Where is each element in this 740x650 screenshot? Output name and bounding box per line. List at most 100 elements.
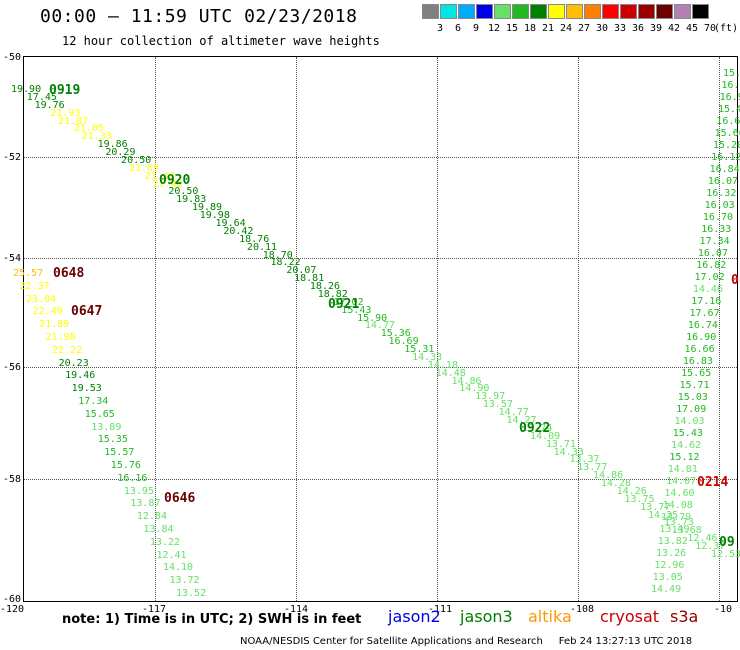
parallel-gridline (24, 479, 737, 480)
page-title: 00:00 – 11:59 UTC 02/23/2018 (40, 6, 358, 27)
footer-credit: NOAA/NESDIS Center for Satellite Applica… (240, 636, 692, 647)
wave-height-value: 14.48 (435, 367, 466, 379)
pass-time-label: 0922 (519, 421, 551, 436)
wave-height-value: 12.46 (687, 533, 718, 545)
wave-height-value: 22.49 (32, 306, 63, 318)
wave-height-value: 20.29 (105, 147, 136, 159)
wave-height-value: 13.87 (130, 498, 161, 510)
longitude-label: -108 (570, 604, 595, 615)
wave-height-value: 13.74 (522, 422, 553, 434)
wave-height-value: 18.82 (317, 288, 348, 300)
legend-label: 30 (595, 23, 609, 34)
legend-label: 18 (523, 23, 537, 34)
wave-height-value: 14.90 (459, 383, 490, 395)
legend-label: 24 (559, 23, 573, 34)
wave-height-value: 14.09 (530, 430, 561, 442)
wave-height-value: 18.76 (239, 233, 270, 245)
wave-height-value: 17.45 (26, 91, 57, 103)
wave-height-value: 16.07 (707, 176, 739, 187)
pass-time-label: 0920 (159, 173, 191, 188)
longitude-label: -117 (142, 604, 167, 615)
legend-swatch (638, 4, 655, 19)
legend-label: 45 (685, 23, 699, 34)
wave-height-value: 19.64 (215, 217, 246, 229)
wave-height-value: 15.76 (110, 460, 141, 471)
wave-height-value: 18.26 (309, 281, 341, 293)
latitude-label: -56 (3, 362, 22, 373)
wave-height-value: 13.72 (169, 575, 200, 587)
wave-height-value: 21.65 (128, 162, 160, 174)
generated-timestamp: Feb 24 13:27:13 UTC 2018 (558, 636, 693, 647)
longitude-label: -10 (714, 604, 733, 615)
wave-height-value: 13.84 (143, 524, 174, 535)
wave-height-value: 15.12 (669, 452, 700, 463)
wave-height-value: 15.90 (357, 312, 388, 324)
wave-height-value: 18.81 (294, 273, 325, 285)
wave-height-value: 21.42 (152, 178, 183, 190)
latitude-label: -50 (3, 52, 22, 63)
wave-height-value: 16.83 (682, 356, 713, 367)
longitude-label: -120 (0, 604, 25, 615)
legend-swatch (422, 4, 439, 19)
wave-height-value: 17.34 (699, 236, 730, 247)
wave-height-value: 13.26 (656, 548, 687, 559)
legend-label: 36 (631, 23, 645, 34)
wave-height-value: 13.37 (569, 454, 600, 466)
wave-height-value: 13.73 (663, 517, 694, 529)
satellite-name: jason3 (460, 607, 513, 626)
legend-swatch (656, 4, 673, 19)
wave-height-value: 16.33 (701, 224, 732, 235)
wave-height-value: 19.90 (11, 84, 42, 95)
legend-label: 6 (454, 23, 462, 34)
wave-height-value: 18.22 (270, 257, 301, 269)
wave-height-value: 16.16 (117, 472, 148, 484)
satellite-name: altika (528, 607, 572, 626)
wave-height-value: 13.68 (671, 525, 702, 537)
wave-height-value: 14.28 (600, 478, 631, 490)
pass-time-label: 0214 (697, 475, 729, 490)
wave-height-value: 21.98 (45, 332, 76, 343)
wave-height-value: 15.71 (679, 380, 710, 391)
wave-height-value: 14.18 (427, 359, 458, 371)
wave-height-value: 14.33 (553, 446, 584, 458)
wave-height-value: 16.90 (686, 332, 717, 343)
color-legend: 3 6 9 12 15 18 21 24 27 30 33 36 39 42 45 70 (ft) (420, 4, 740, 36)
legend-label: 21 (541, 23, 555, 34)
pass-time-label: 0648 (53, 266, 85, 281)
pass-time-label: 0921 (328, 297, 360, 312)
wave-height-value: 15.43 (341, 304, 372, 316)
wave-height-value: 17.02 (694, 272, 725, 283)
legend-swatch (530, 4, 547, 19)
wave-height-value: 19.89 (191, 202, 223, 214)
wave-height-value: 13.77 (577, 462, 608, 474)
latitude-label: -58 (3, 474, 22, 485)
wave-height-value: 23.04 (26, 293, 57, 305)
legend-label: 33 (613, 23, 627, 34)
wave-height-value: 21.33 (81, 131, 112, 143)
wave-height-value: 19.76 (34, 99, 65, 111)
meridian-gridline (296, 57, 297, 601)
page-subtitle: 12 hour collection of altimeter wave hei… (62, 34, 380, 48)
wave-height-value: 17.67 (689, 308, 720, 319)
wave-height-value: 12.84 (136, 511, 167, 523)
legend-label: 27 (577, 23, 591, 34)
wave-height-value: 13.75 (624, 493, 655, 505)
wave-height-value: 16.70 (702, 212, 734, 223)
legend-swatch (548, 4, 565, 19)
meridian-gridline (155, 57, 156, 601)
footer-note: note: 1) Time is in UTC; 2) SWH is in fe… (62, 612, 362, 627)
legend-label: 12 (487, 23, 501, 34)
legend-swatch (458, 4, 475, 19)
wave-height-value: 13.77 (640, 501, 671, 513)
wave-height-value: 12.53 (711, 549, 740, 560)
wave-height-value: 13.52 (176, 588, 207, 599)
wave-height-value: 14.46 (692, 284, 723, 295)
wave-height-value: 21.87 (58, 115, 89, 127)
wave-height-value: 14.33 (412, 351, 443, 363)
latitude-label: -54 (3, 253, 22, 264)
legend-swatch (674, 4, 691, 19)
legend-label: 9 (472, 23, 480, 34)
pass-time-label: 0647 (71, 304, 103, 319)
wave-height-value: 13.49 (659, 524, 690, 535)
wave-height-value: 15.20 (712, 140, 740, 151)
